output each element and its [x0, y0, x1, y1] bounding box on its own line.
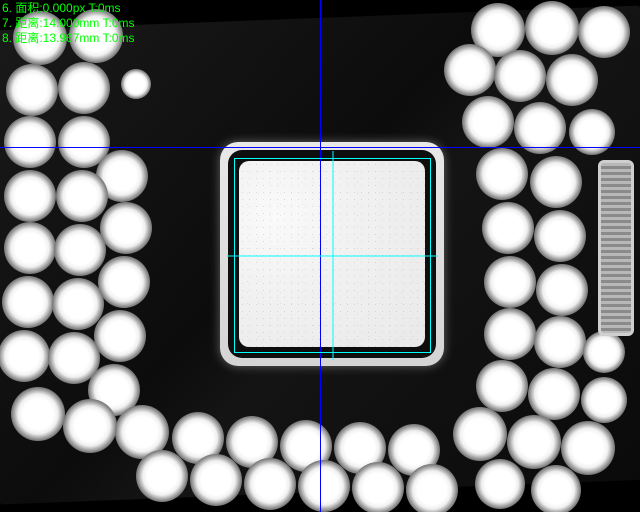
detection-center-horizontal [227, 255, 438, 256]
overlay-line-6: 6. 面积:0.000px T:0ms [2, 1, 121, 16]
detection-rectangle [234, 158, 431, 353]
vision-viewport[interactable]: 6. 面积:0.000px T:0ms7. 距离:14.000mm T:0ms8… [0, 0, 640, 512]
edge-connector [598, 160, 634, 336]
overlay-line-7: 7. 距离:14.000mm T:0ms [2, 16, 135, 31]
overlay-line-8: 8. 距离:13.967mm T:0ms [2, 31, 135, 46]
